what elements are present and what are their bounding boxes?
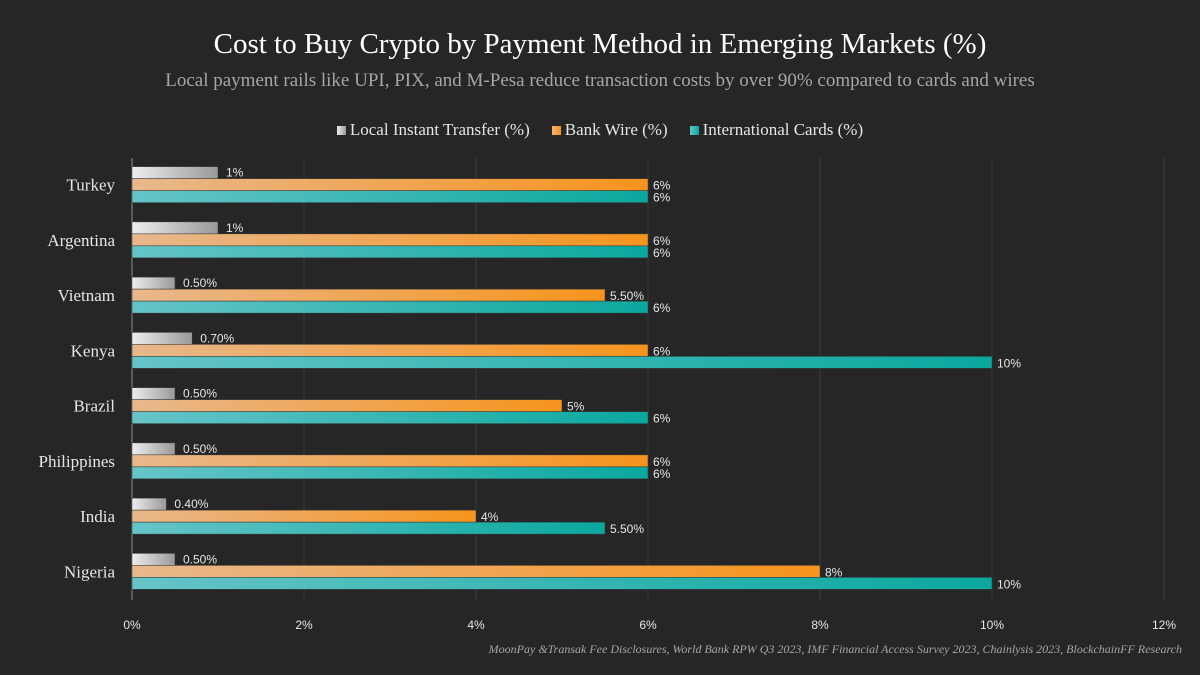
legend-item-local[interactable]: Local Instant Transfer (%) [336,120,530,140]
bar-2 [131,245,649,259]
data-label: 8% [825,565,843,579]
legend-label: International Cards (%) [702,120,864,139]
data-label: 6% [653,467,671,481]
bar-2 [131,411,649,424]
source-note: MoonPay &Transak Fee Disclosures, World … [488,642,1182,656]
bar-2 [131,521,606,535]
data-label: 6% [653,191,671,205]
bar-0 [131,497,167,511]
x-tick-label: 10% [980,618,1004,632]
bar-0 [131,166,219,179]
bar-1 [131,509,477,523]
data-label: 0.50% [183,442,217,456]
bar-0 [131,276,176,290]
data-label: 6% [653,344,671,358]
x-tick-label: 12% [1152,618,1176,632]
legend-swatch [689,125,699,135]
bar-2 [131,577,993,590]
bar-0 [131,442,176,456]
bar-2 [131,466,649,480]
bar-1 [131,565,821,578]
data-label: 1% [226,166,244,180]
bar-1 [131,288,606,302]
bar-1 [131,233,649,247]
data-label: 6% [653,234,671,248]
legend: Local Instant Transfer (%) Bank Wire (%)… [0,120,1200,140]
data-label: 6% [653,455,671,469]
data-label: 0.40% [174,497,208,511]
legend-item-cards[interactable]: International Cards (%) [689,120,864,140]
bar-0 [131,221,219,235]
x-tick-label: 0% [123,618,141,632]
legend-item-bank-wire[interactable]: Bank Wire (%) [551,120,668,140]
bar-2 [131,356,993,369]
data-label: 6% [653,179,671,193]
x-tick-label: 2% [295,618,313,632]
data-label: 5% [567,400,585,414]
bar-2 [131,190,649,203]
category-label: India [80,507,115,526]
data-label: 1% [226,221,244,235]
data-label: 6% [653,301,671,315]
category-label: Nigeria [64,562,115,581]
data-label: 5.50% [610,522,644,536]
x-tick-label: 4% [467,618,485,632]
category-label: Philippines [38,452,115,471]
legend-label: Bank Wire (%) [564,120,668,139]
data-label: 0.50% [183,552,217,566]
legend-swatch [551,125,561,135]
bar-1 [131,454,649,468]
bar-1 [131,399,563,412]
data-label: 4% [481,510,499,524]
data-label: 0.50% [183,387,217,401]
bar-0 [131,387,176,400]
data-label: 0.70% [200,331,234,345]
category-label: Argentina [47,231,115,250]
bar-0 [131,553,176,566]
bar-2 [131,300,649,314]
bar-0 [131,332,193,345]
data-label: 10% [997,356,1021,370]
x-tick-label: 8% [811,618,829,632]
data-label: 0.50% [183,276,217,290]
category-label: Turkey [67,176,116,195]
category-label: Brazil [73,397,115,416]
category-label: Vietnam [57,286,115,305]
legend-swatch [336,125,346,135]
category-label: Kenya [71,341,116,360]
bar-1 [131,178,649,191]
legend-label: Local Instant Transfer (%) [349,120,530,139]
bar-1 [131,344,649,357]
x-tick-label: 6% [639,618,657,632]
chart-subtitle: Local payment rails like UPI, PIX, and M… [165,70,1035,91]
chart-title: Cost to Buy Crypto by Payment Method in … [213,28,987,60]
data-label: 6% [653,412,671,426]
data-label: 6% [653,246,671,260]
data-label: 10% [997,577,1021,591]
data-label: 5.50% [610,289,644,303]
